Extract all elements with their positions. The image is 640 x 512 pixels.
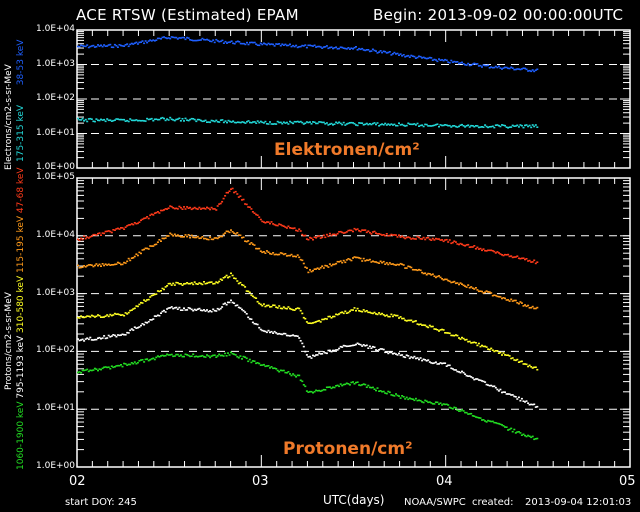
source-label: NOAA/SWPC (404, 497, 466, 508)
proton-legend: 1060-1900 keV 795-1193 keV 310-580 keV 1… (16, 167, 26, 470)
start-doy: start DOY: 245 (65, 497, 137, 508)
y-tick-label: 1.0E+05 (36, 172, 75, 182)
y-tick-label: 1.0E+00 (36, 162, 75, 172)
legend-1060-1900: 1060-1900 keV (16, 401, 26, 470)
x-axis-label: UTC(days) (323, 493, 385, 507)
legend-38-53: 38-53 keV (16, 39, 26, 86)
y-tick-label: 1.0E+01 (36, 127, 75, 138)
y-tick-label: 1.0E+02 (36, 93, 75, 103)
electron-y-label: Electrons/cm2-s-sr-MeV (4, 64, 14, 170)
electrons-annotation: Elektronen/cm² (274, 140, 420, 160)
legend-795-1193: 795-1193 keV (16, 335, 26, 399)
proton-y-label: Protons/cm2-s-sr-MeV (4, 292, 14, 390)
y-tick-label: 1.0E+03 (36, 287, 75, 298)
legend-47-68: 47-68 keV (16, 167, 26, 214)
y-tick-label: 1.0E+02 (36, 345, 75, 356)
y-tick-label: 1.0E+04 (36, 229, 75, 240)
y-tick-label: 1.0E+01 (36, 403, 75, 414)
protons-annotation: Protonen/cm² (283, 439, 413, 459)
legend-175-315: 175-315 keV (16, 104, 26, 162)
created-time: 2013-09-04 12:01:03 (525, 497, 632, 508)
y-tick-label: 1.0E+03 (36, 58, 75, 69)
created-label: created: (472, 497, 514, 508)
y-tick-label: 1.0E+00 (36, 461, 75, 471)
legend-310-580: 310-580 keV (16, 275, 26, 333)
x-tick-04: 04 (436, 474, 453, 489)
begin-time: Begin: 2013-09-02 00:00:00UTC (373, 6, 624, 24)
chart-title: ACE RTSW (Estimated) EPAM (76, 6, 299, 24)
x-tick-02: 02 (69, 474, 86, 489)
electron-legend: 175-315 keV 38-53 keV (16, 40, 26, 162)
x-tick-05: 05 (619, 474, 636, 489)
x-tick-03: 03 (252, 474, 269, 489)
y-tick-label: 1.0E+04 (36, 24, 75, 34)
legend-115-195: 115-195 keV (16, 215, 26, 274)
